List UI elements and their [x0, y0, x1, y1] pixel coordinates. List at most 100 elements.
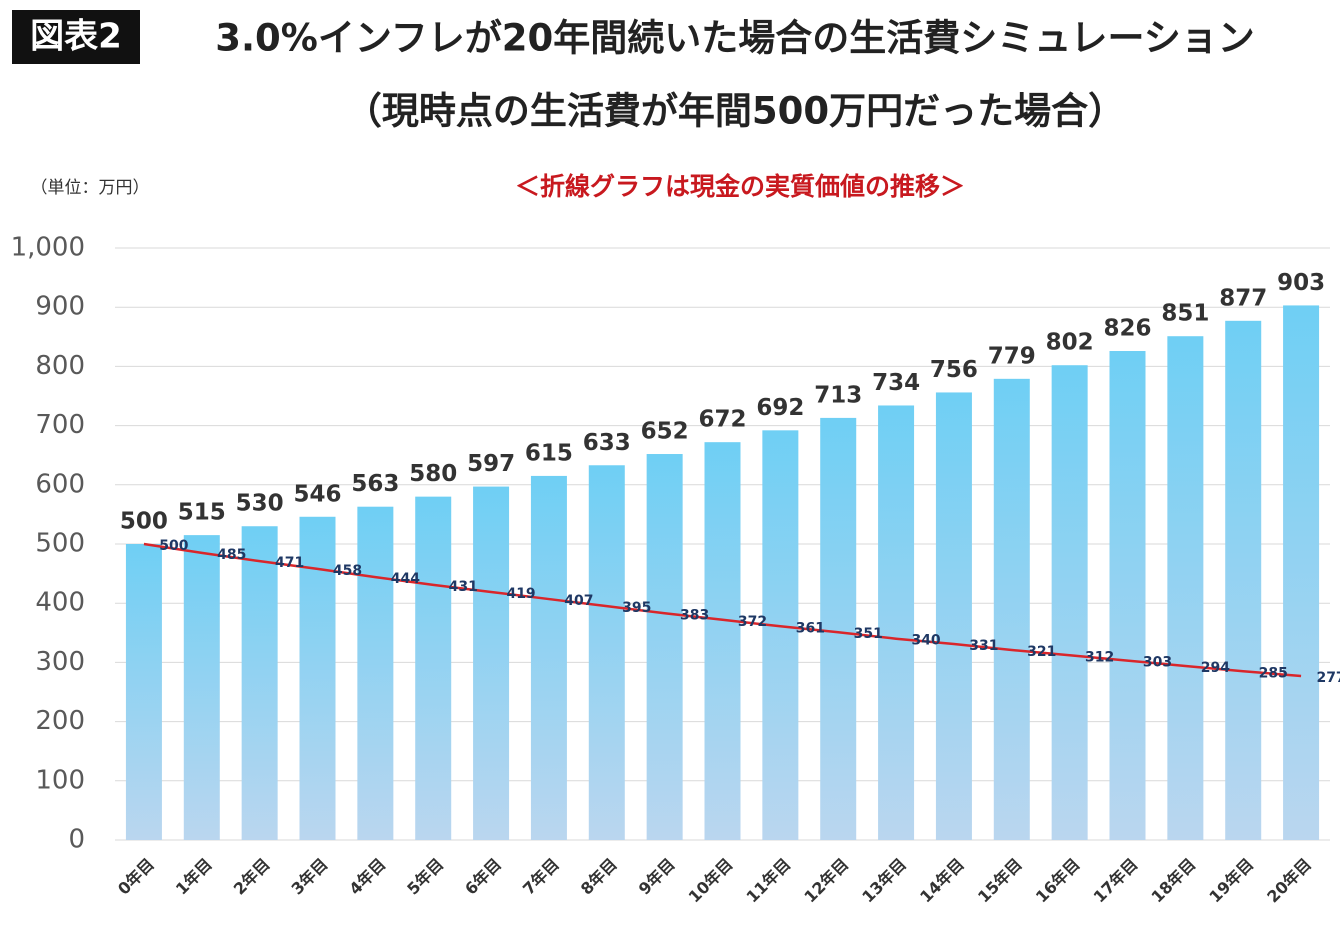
x-tick-label: 14年目: [916, 855, 968, 907]
line-value-label: 312: [1085, 649, 1114, 665]
bar-value-label: 802: [1046, 330, 1094, 356]
x-tick-label: 17年目: [1090, 855, 1142, 907]
bar: [820, 417, 857, 840]
bar: [357, 506, 394, 840]
bar: [1167, 336, 1204, 840]
x-tick-label: 12年目: [800, 855, 852, 907]
chart-subtitle: （現時点の生活費が年間500万円だった場合）: [345, 90, 1125, 133]
bar-value-label: 851: [1161, 301, 1209, 327]
line-value-label: 419: [506, 586, 535, 602]
line-value-label: 485: [217, 547, 246, 563]
bar-value-label: 515: [178, 500, 226, 526]
line-value-label: 471: [275, 555, 304, 571]
line-value-label: 285: [1259, 665, 1288, 681]
bar: [878, 405, 915, 840]
line-value-label: 294: [1201, 660, 1230, 676]
bar: [1051, 365, 1088, 840]
line-value-label: 331: [969, 638, 998, 654]
y-tick-label: 900: [35, 292, 85, 322]
x-tick-label: 5年目: [403, 855, 447, 899]
badge: 図表2: [30, 17, 122, 57]
x-tick-label: 1年目: [172, 855, 216, 899]
line-value-label: 351: [854, 626, 883, 642]
bar: [1109, 351, 1146, 840]
x-tick-label: 19年目: [1205, 855, 1257, 907]
x-tick-label: 15年目: [974, 855, 1026, 907]
annotation: ＜折線グラフは現金の実質価値の推移＞: [515, 172, 965, 201]
bar-value-label: 903: [1277, 270, 1325, 296]
line-value-label: 444: [391, 571, 420, 587]
bar-value-label: 734: [872, 370, 920, 396]
y-tick-label: 100: [35, 765, 85, 795]
x-tick-label: 4年目: [345, 855, 389, 899]
line-value-label: 407: [564, 593, 593, 609]
bar: [1283, 305, 1320, 840]
bar-value-label: 672: [698, 407, 746, 433]
bar-value-label: 756: [930, 357, 978, 383]
line: [143, 542, 1302, 678]
x-tick-label: 3年目: [288, 855, 332, 899]
bar-value-label: 633: [583, 430, 631, 456]
bar-value-label: 530: [236, 491, 284, 517]
bar-value-label: 877: [1219, 285, 1267, 311]
y-tick-label: 600: [35, 469, 85, 499]
y-tick-label: 800: [35, 351, 85, 381]
bar-value-label: 779: [988, 343, 1036, 369]
x-tick-label: 6年目: [461, 855, 505, 899]
x-tick-label: 16年目: [1032, 855, 1084, 907]
bar-value-label: 563: [351, 471, 399, 497]
line-value-label: 321: [1027, 644, 1056, 660]
bar-value-label: 692: [756, 395, 804, 421]
bar: [473, 486, 510, 840]
bar: [993, 378, 1030, 840]
chart-title: 3.0%インフレが20年間続いた場合の生活費シミュレーション: [215, 17, 1255, 60]
line-value-label: 303: [1143, 655, 1172, 671]
x-tick-label: 9年目: [635, 855, 679, 899]
bar-value-label: 713: [814, 382, 862, 408]
x-tick-label: 10年目: [685, 855, 737, 907]
y-tick-label: 700: [35, 410, 85, 440]
line-value-label: 383: [680, 607, 709, 623]
bar: [1225, 320, 1262, 840]
badge-bg: [12, 10, 140, 64]
x-tick-label: 0年目: [114, 855, 158, 899]
bar: [183, 535, 220, 840]
y-tick-label: 1,000: [11, 233, 85, 263]
x-tick-label: 18年目: [1148, 855, 1200, 907]
bar-value-label: 500: [120, 509, 168, 535]
y-tick-label: 0: [68, 825, 85, 855]
bar-value-label: 826: [1103, 316, 1151, 342]
bar: [125, 544, 162, 840]
bar: [646, 454, 683, 840]
line-value-label: 277: [1316, 670, 1340, 686]
line-value-label: 361: [796, 620, 825, 636]
bar: [588, 465, 625, 840]
bar-value-label: 615: [525, 440, 573, 466]
y-tick-label: 500: [35, 529, 85, 559]
x-tick-label: 20年目: [1263, 855, 1315, 907]
bar-value-label: 597: [467, 451, 515, 477]
bar-value-label: 546: [293, 481, 341, 507]
bar-value-label: 580: [409, 461, 457, 487]
bar-value-label: 652: [641, 419, 689, 445]
y-tick-label: 200: [35, 706, 85, 736]
bar: [935, 392, 972, 840]
x-tick-label: 7年目: [519, 855, 563, 899]
line-value-label: 340: [911, 633, 940, 649]
bar: [299, 516, 336, 840]
bar: [530, 475, 567, 840]
x-tick-label: 2年目: [230, 855, 274, 899]
bar: [241, 526, 278, 840]
x-tick-label: 11年目: [743, 855, 795, 907]
line-value-label: 395: [622, 600, 651, 616]
bar: [704, 442, 741, 840]
bar: [415, 496, 452, 840]
line-value-label: 458: [333, 563, 362, 579]
line-value-label: 500: [159, 538, 188, 554]
unit-label: （単位：万円）: [31, 178, 150, 198]
line-value-label: 431: [449, 579, 478, 595]
bar: [762, 430, 799, 840]
line-value-label: 372: [738, 614, 767, 630]
y-tick-label: 400: [35, 588, 85, 618]
